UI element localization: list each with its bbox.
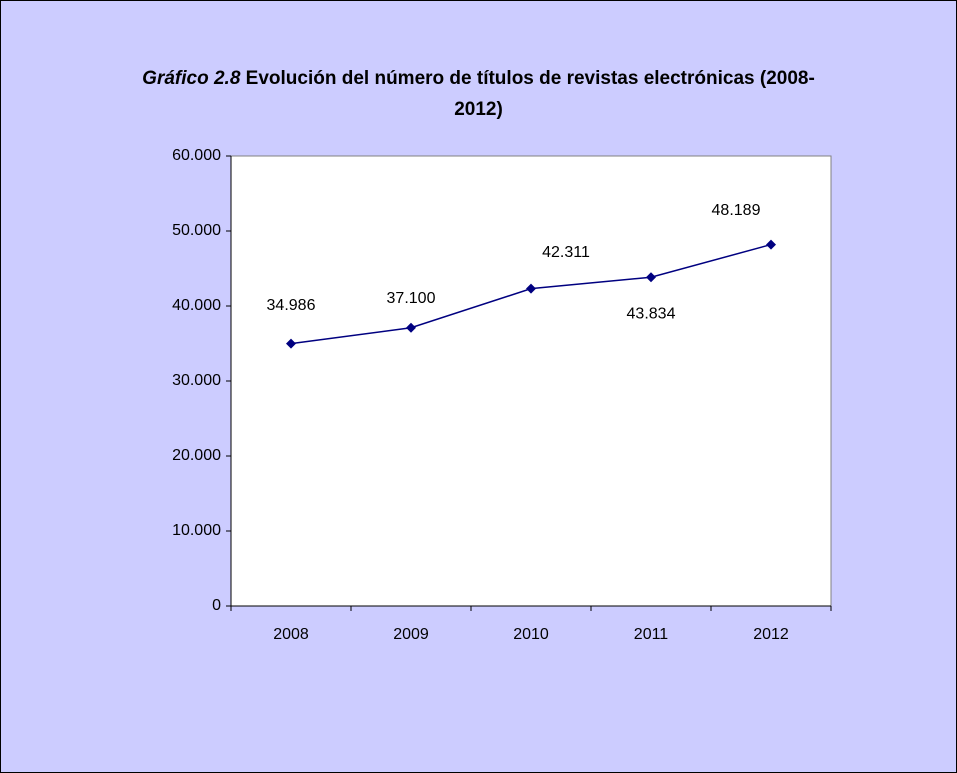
x-tick-label: 2009	[393, 626, 429, 643]
point	[406, 322, 416, 333]
x-tick-label: 2012	[753, 626, 789, 643]
y-tick-label: 0	[212, 597, 221, 614]
data-label: 43.834	[627, 305, 676, 322]
title-text: Evolución del número de títulos de revis…	[245, 68, 815, 120]
y-tick-label: 50.000	[172, 222, 221, 239]
chart-title: Gráfico 2.8 Evolución del número de títu…	[121, 63, 836, 125]
x-tick-label: 2010	[513, 626, 549, 643]
data-label: 34.986	[267, 297, 316, 314]
point	[286, 338, 296, 349]
y-tick-label: 10.000	[172, 522, 221, 539]
point	[526, 283, 536, 294]
data-label: 37.100	[387, 290, 436, 307]
y-tick-label: 20.000	[172, 447, 221, 464]
data-label: 48.189	[712, 202, 761, 219]
point	[766, 239, 776, 250]
x-tick-label: 2011	[634, 626, 669, 643]
y-tick-label: 40.000	[172, 297, 221, 314]
plot-area	[230, 155, 832, 607]
data-label: 42.311	[542, 244, 590, 261]
title-prefix: Gráfico 2.8	[142, 68, 241, 89]
y-tick-label: 30.000	[172, 372, 221, 389]
x-tick-label: 2008	[273, 626, 309, 643]
y-tick-label: 60.000	[172, 147, 221, 164]
point	[646, 272, 656, 283]
